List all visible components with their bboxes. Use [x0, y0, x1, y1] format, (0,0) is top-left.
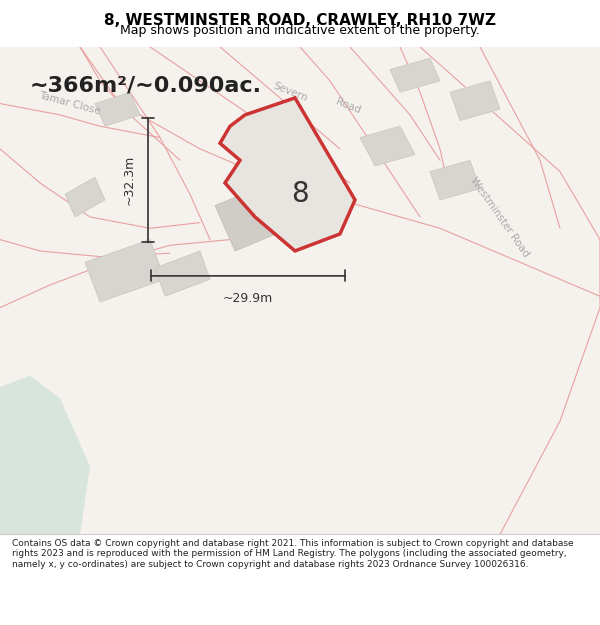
Polygon shape — [390, 58, 440, 92]
Polygon shape — [0, 376, 90, 534]
Text: Westminster Road: Westminster Road — [469, 175, 532, 259]
Text: Severn: Severn — [271, 81, 309, 104]
Text: ~29.9m: ~29.9m — [223, 292, 273, 305]
Polygon shape — [65, 177, 105, 217]
Polygon shape — [360, 126, 415, 166]
Text: 8: 8 — [291, 180, 309, 208]
Polygon shape — [215, 183, 290, 251]
Text: ~366m²/~0.090ac.: ~366m²/~0.090ac. — [30, 75, 262, 95]
Text: ~32.3m: ~32.3m — [123, 155, 136, 205]
Polygon shape — [430, 160, 480, 200]
Polygon shape — [220, 98, 355, 251]
Text: Road: Road — [334, 96, 362, 116]
Polygon shape — [450, 81, 500, 121]
Text: 8, WESTMINSTER ROAD, CRAWLEY, RH10 7WZ: 8, WESTMINSTER ROAD, CRAWLEY, RH10 7WZ — [104, 13, 496, 28]
Polygon shape — [95, 92, 140, 126]
Text: Map shows position and indicative extent of the property.: Map shows position and indicative extent… — [120, 24, 480, 36]
Polygon shape — [155, 251, 210, 296]
Text: Contains OS data © Crown copyright and database right 2021. This information is : Contains OS data © Crown copyright and d… — [12, 539, 574, 569]
Text: Tamar Close: Tamar Close — [38, 91, 102, 117]
Polygon shape — [85, 239, 165, 302]
